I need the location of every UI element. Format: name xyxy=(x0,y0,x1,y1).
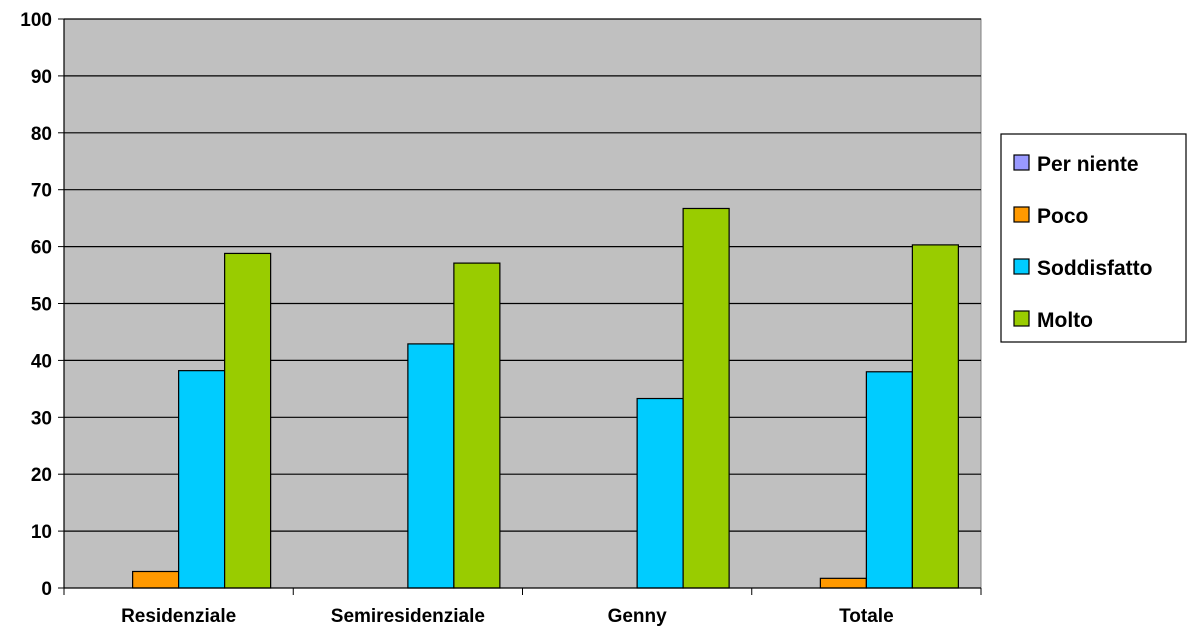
legend-swatch xyxy=(1013,206,1030,223)
y-tick-label: 10 xyxy=(31,522,52,543)
bar-poco-residenziale xyxy=(132,570,180,589)
axes: 0 10 20 30 40 50 60 70 80 90 100 Residenziale Semire… xyxy=(20,10,982,627)
legend-label: Per niente xyxy=(1037,153,1139,176)
y-tick-label: 20 xyxy=(31,465,52,486)
bar-soddisfatto-residenziale xyxy=(178,370,226,589)
x-category-label: Residenziale xyxy=(121,606,236,627)
bar-molto-genny xyxy=(682,207,730,589)
y-tick-label: 90 xyxy=(31,67,52,88)
y-tick-label: 50 xyxy=(31,295,52,316)
bar-molto-semiresidenziale xyxy=(453,262,501,589)
legend: Per niente Poco Soddisfatto Molto xyxy=(1000,133,1187,343)
y-tick-label: 60 xyxy=(31,238,52,259)
legend-label: Poco xyxy=(1037,205,1088,228)
x-category-label: Semiresidenziale xyxy=(331,606,485,627)
y-tick-label: 40 xyxy=(31,351,52,372)
y-tick-label: 80 xyxy=(31,124,52,145)
bars xyxy=(132,207,959,589)
legend-label: Soddisfatto xyxy=(1037,257,1153,280)
legend-box xyxy=(1000,133,1187,343)
bar-poco-totale xyxy=(819,577,867,589)
legend-swatch xyxy=(1013,154,1030,171)
x-category-label: Genny xyxy=(608,606,668,627)
y-tick-label: 0 xyxy=(41,579,52,600)
y-tick-label: 100 xyxy=(20,10,52,31)
bar-molto-residenziale xyxy=(224,252,272,589)
legend-swatch xyxy=(1013,310,1030,327)
legend-swatch xyxy=(1013,258,1030,275)
y-tick-label: 70 xyxy=(31,181,52,202)
y-tick-label: 30 xyxy=(31,408,52,429)
bar-molto-totale xyxy=(911,244,959,589)
bar-soddisfatto-semiresidenziale xyxy=(407,343,455,589)
bar-soddisfatto-genny xyxy=(636,397,684,589)
bar-soddisfatto-totale xyxy=(865,371,913,589)
x-category-label: Totale xyxy=(839,606,894,627)
legend-label: Molto xyxy=(1037,309,1093,332)
